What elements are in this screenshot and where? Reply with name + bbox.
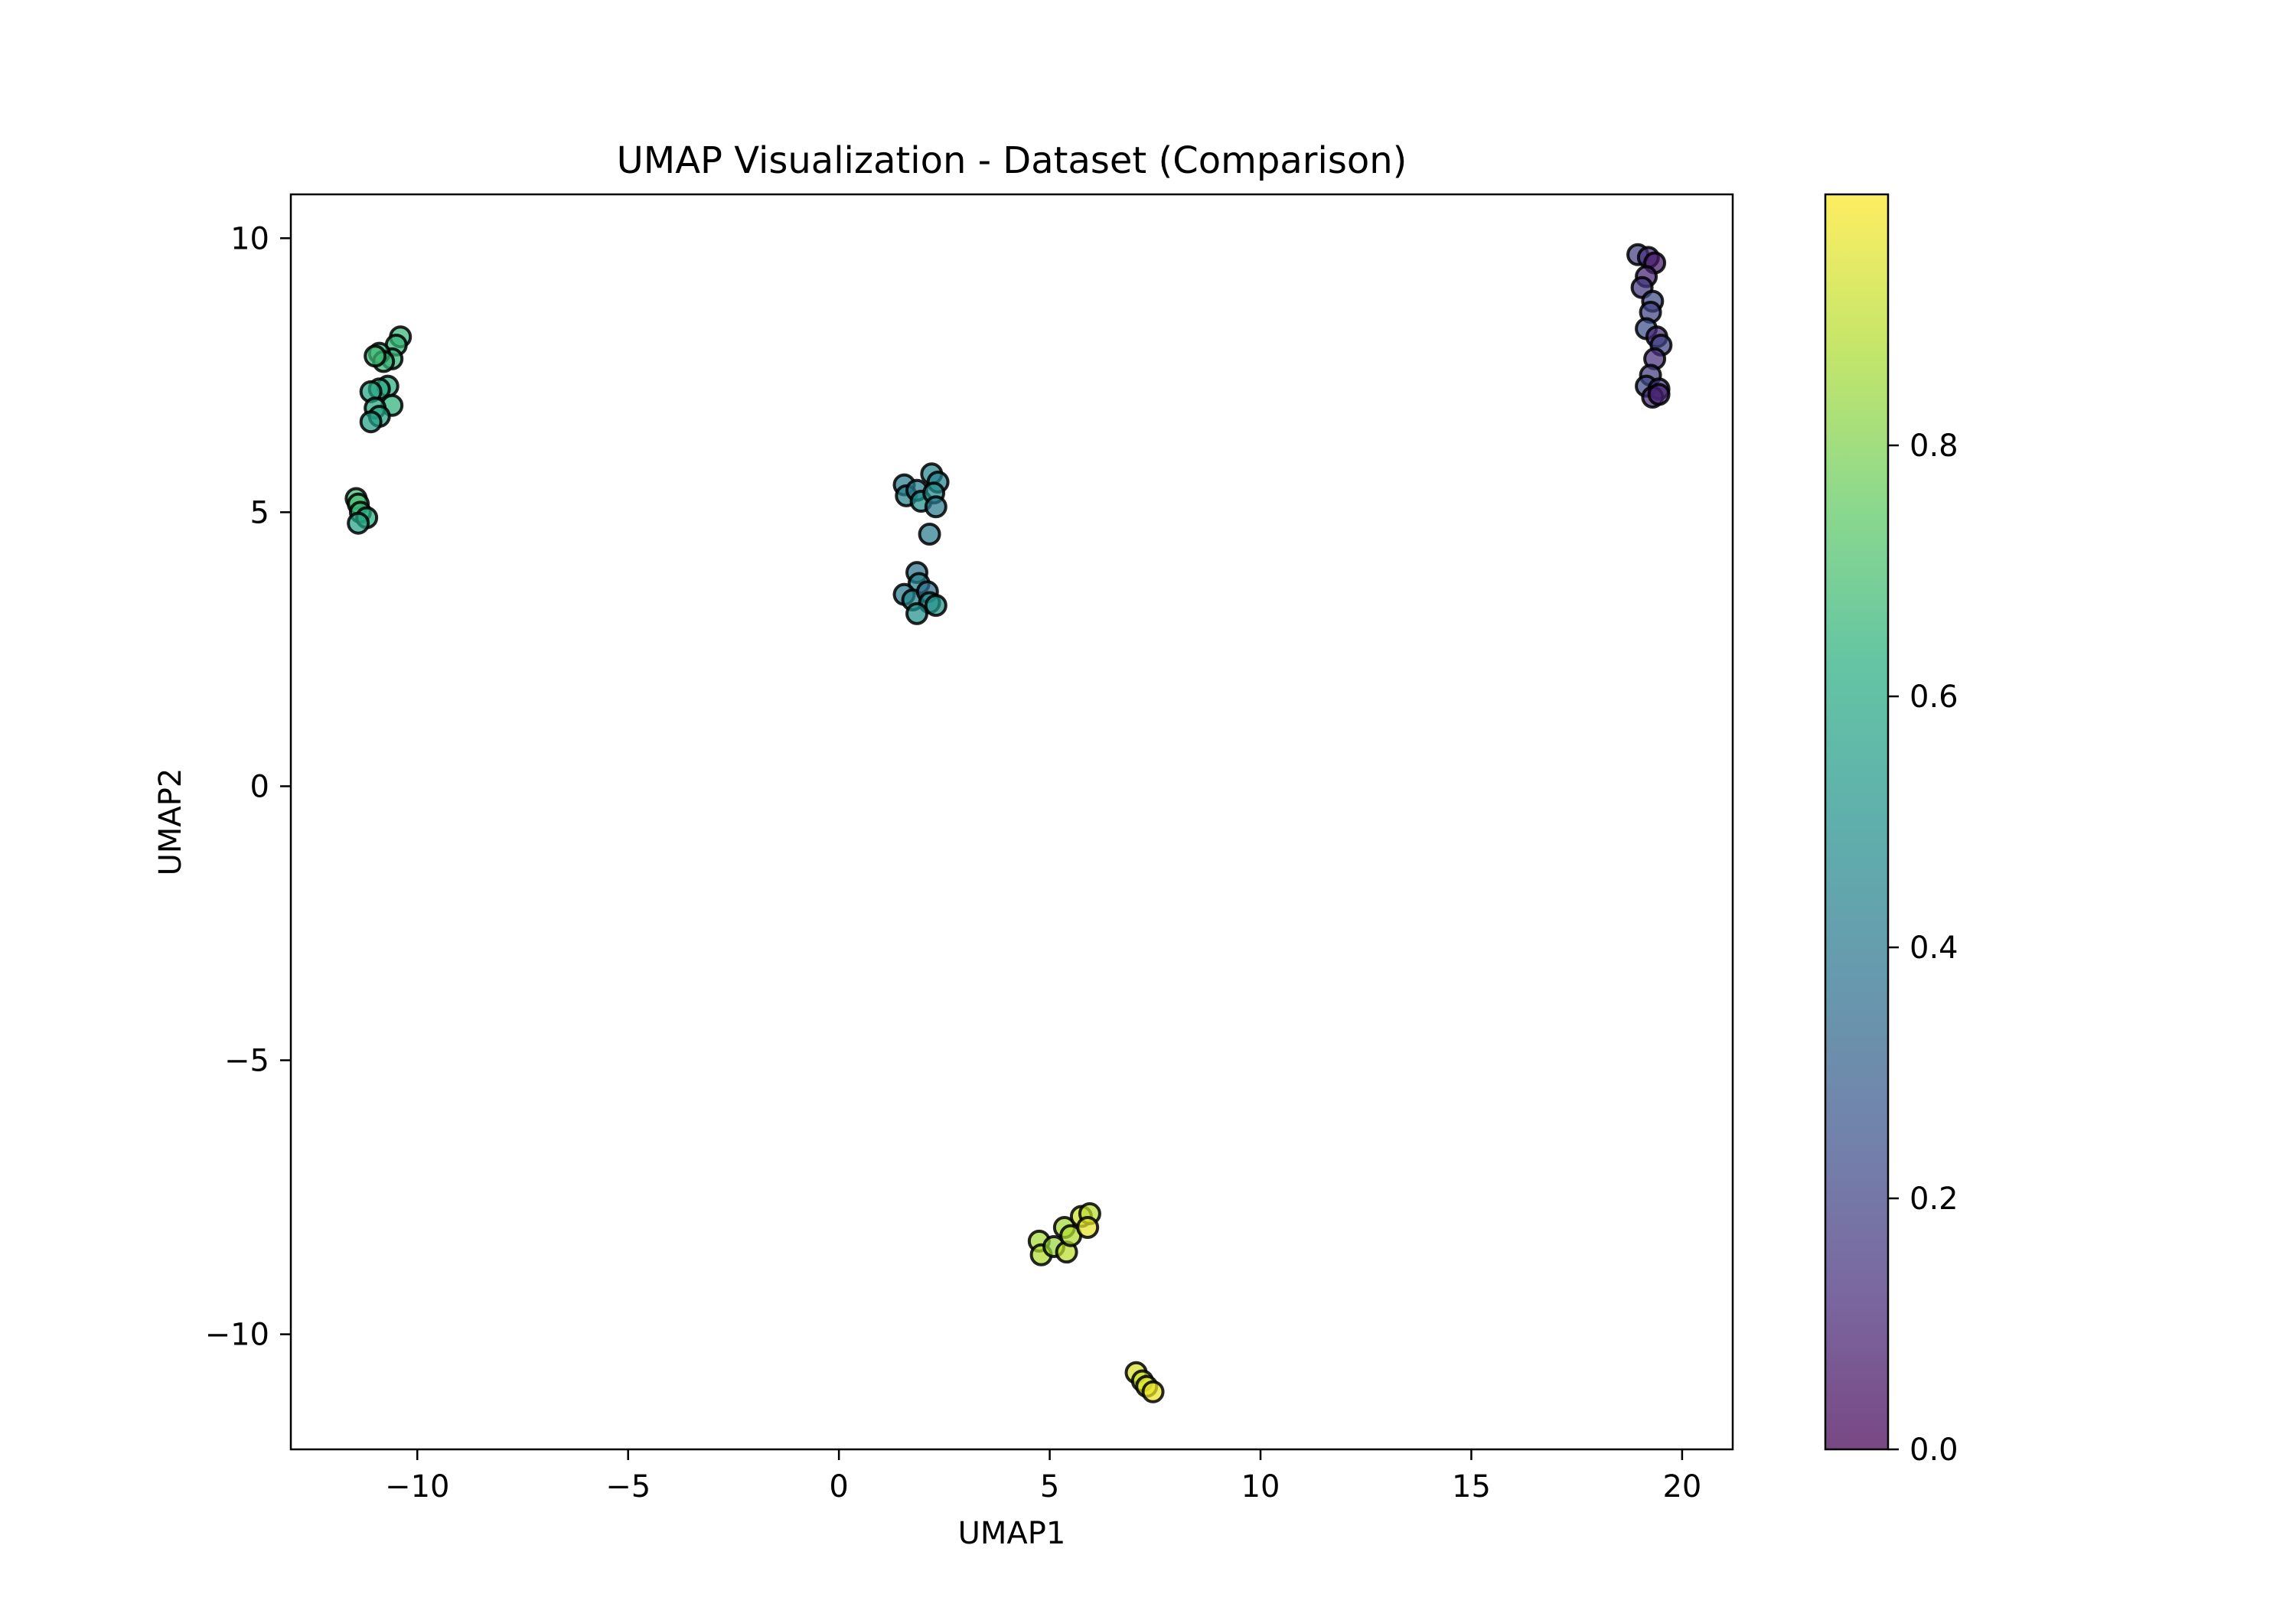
data-point [347, 511, 370, 535]
y-tick-label: 10 [230, 221, 269, 256]
y-tick-label: −5 [224, 1044, 269, 1079]
x-tick-label: −10 [385, 1469, 449, 1504]
colorbar: 0.0 0.2 0.4 0.6 0.8 [1824, 193, 1958, 1468]
y-axis-label: UMAP2 [153, 768, 188, 876]
data-point [1141, 1380, 1165, 1403]
y-tick-label: 0 [250, 769, 269, 804]
colorbar-ticks: 0.0 0.2 0.4 0.6 0.8 [1888, 429, 1958, 1468]
colorbar-frame [1824, 193, 1890, 1451]
x-tick-label: −5 [605, 1469, 651, 1504]
scatter-points [344, 243, 1673, 1403]
data-point [924, 495, 947, 519]
x-axis: −10 −5 0 5 10 15 20 [385, 1449, 1701, 1504]
y-axis: 10 5 0 −5 −10 [205, 221, 291, 1353]
colorbar-tick-label: 0.6 [1910, 680, 1958, 715]
colorbar-gradient [1825, 194, 1888, 1449]
data-point [905, 601, 929, 625]
colorbar-tick-label: 0.2 [1910, 1182, 1958, 1217]
data-point [1647, 383, 1671, 406]
x-tick-label: 0 [829, 1469, 848, 1504]
data-point [359, 410, 383, 434]
data-point [364, 344, 387, 368]
x-tick-label: 10 [1241, 1469, 1280, 1504]
data-point [1076, 1215, 1100, 1239]
colorbar-tick-label: 0.0 [1910, 1433, 1958, 1468]
data-point [918, 523, 941, 546]
y-tick-label: −10 [205, 1318, 269, 1353]
chart-title: UMAP Visualization - Dataset (Comparison… [617, 139, 1407, 182]
x-tick-label: 5 [1040, 1469, 1059, 1504]
x-tick-label: 15 [1452, 1469, 1491, 1504]
data-point [924, 594, 947, 618]
plot-area-frame [289, 193, 1734, 1451]
x-tick-label: 20 [1662, 1469, 1701, 1504]
x-axis-label: UMAP1 [958, 1516, 1066, 1551]
colorbar-tick-label: 0.4 [1910, 931, 1958, 966]
y-tick-label: 5 [250, 495, 269, 530]
colorbar-tick-label: 0.8 [1910, 429, 1958, 464]
